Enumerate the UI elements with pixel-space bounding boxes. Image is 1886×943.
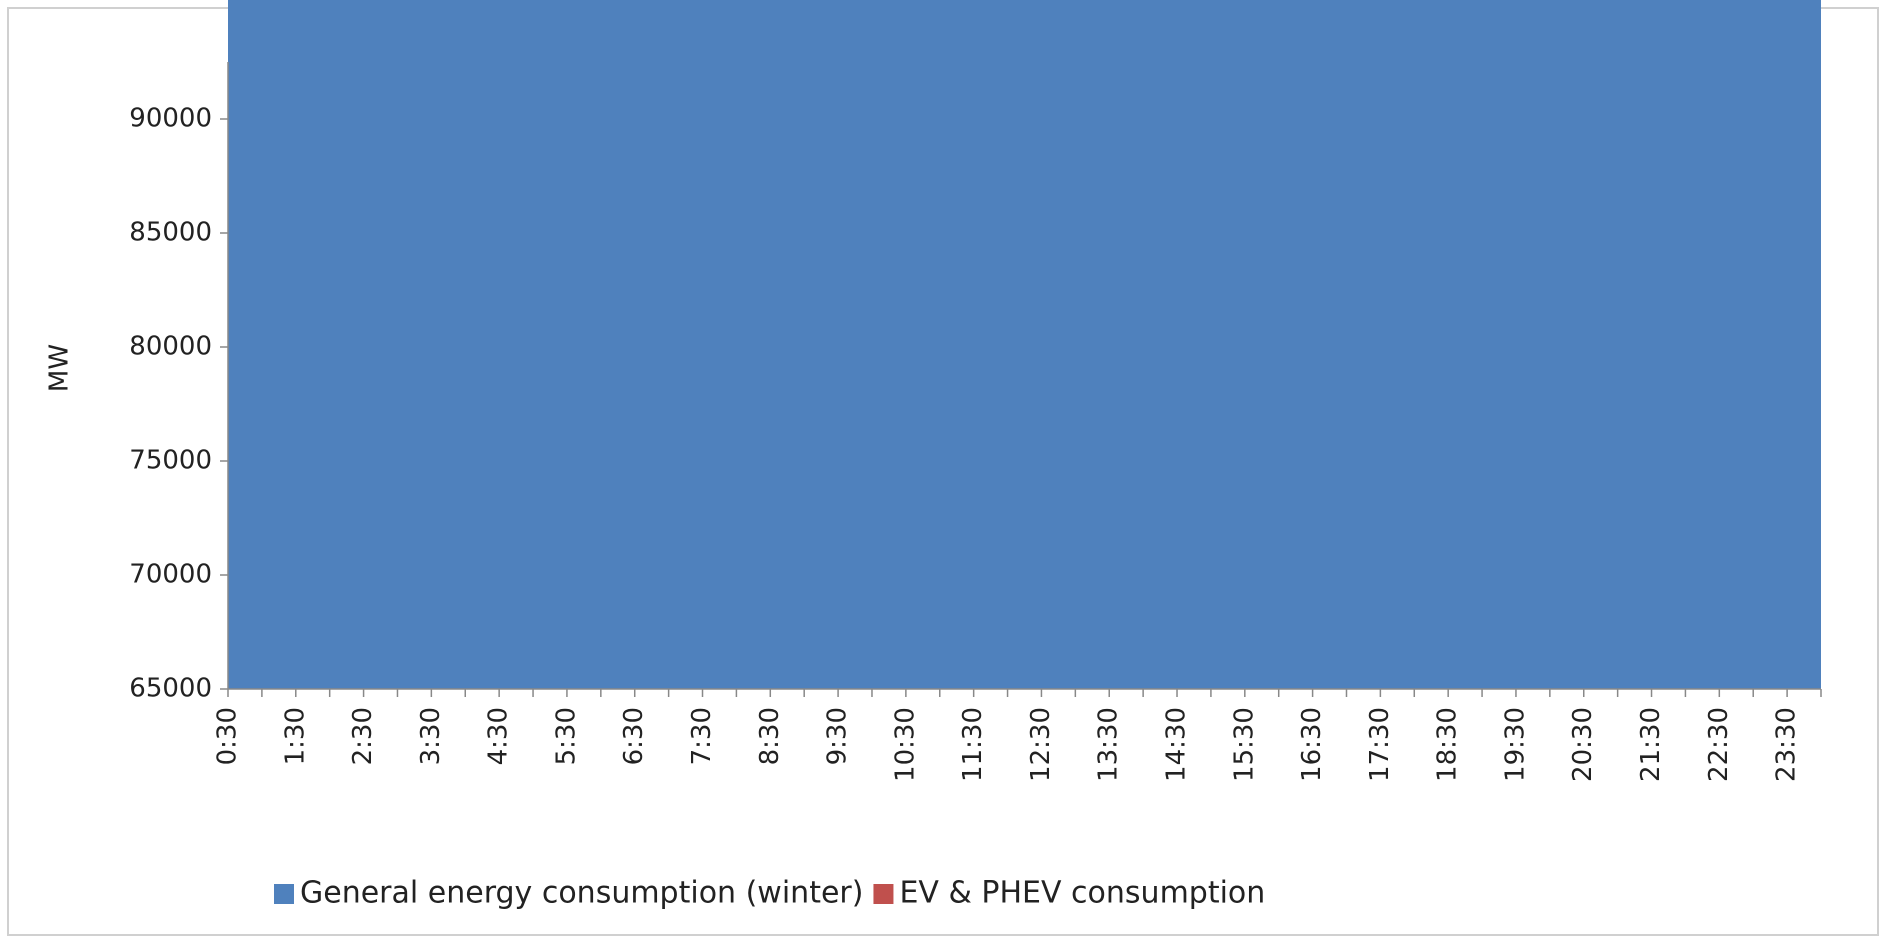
- x-tick-label: 1:30: [280, 707, 310, 765]
- x-tick-label: 16:30: [1297, 707, 1327, 782]
- x-tick-label: 3:30: [416, 707, 446, 765]
- x-tick-label: 18:30: [1433, 707, 1463, 782]
- x-tick-label: 14:30: [1162, 707, 1192, 782]
- legend-label: EV & PHEV consumption: [899, 876, 1265, 911]
- x-tick-label: 4:30: [484, 707, 514, 765]
- y-tick-label: 65000: [129, 674, 212, 704]
- x-tick-label: 20:30: [1568, 707, 1598, 782]
- x-tick-label: 12:30: [1026, 707, 1056, 782]
- x-tick-label: 7:30: [687, 707, 717, 765]
- y-tick-label: 90000: [129, 104, 212, 134]
- x-tick-label: 17:30: [1365, 707, 1395, 782]
- area: [228, 0, 1821, 689]
- x-tick-label: 2:30: [348, 707, 378, 765]
- x-tick-label: 5:30: [551, 707, 581, 765]
- y-tick-label: 85000: [129, 218, 212, 248]
- legend-label: General energy consumption (winter): [300, 876, 863, 911]
- y-tick-label: 80000: [129, 332, 212, 362]
- x-tick-label: 8:30: [755, 707, 785, 765]
- x-tick-label: 0:30: [213, 707, 243, 765]
- y-tick-label: 75000: [129, 446, 212, 476]
- x-tick-label: 9:30: [823, 707, 853, 765]
- y-tick-label: 70000: [129, 560, 212, 590]
- y-axis-label: MW: [45, 344, 75, 392]
- x-tick-label: 21:30: [1636, 707, 1666, 782]
- x-tick-label: 23:30: [1772, 707, 1802, 782]
- x-tick-label: 10:30: [890, 707, 920, 782]
- x-tick-label: 6:30: [619, 707, 649, 765]
- x-tick-label: 19:30: [1500, 707, 1530, 782]
- x-tick-label: 13:30: [1094, 707, 1124, 782]
- legend-swatch: [873, 884, 894, 904]
- x-tick-label: 15:30: [1229, 707, 1259, 782]
- x-tick-label: 22:30: [1704, 707, 1734, 782]
- x-tick-label: 11:30: [958, 707, 988, 782]
- legend-swatch: [274, 884, 294, 904]
